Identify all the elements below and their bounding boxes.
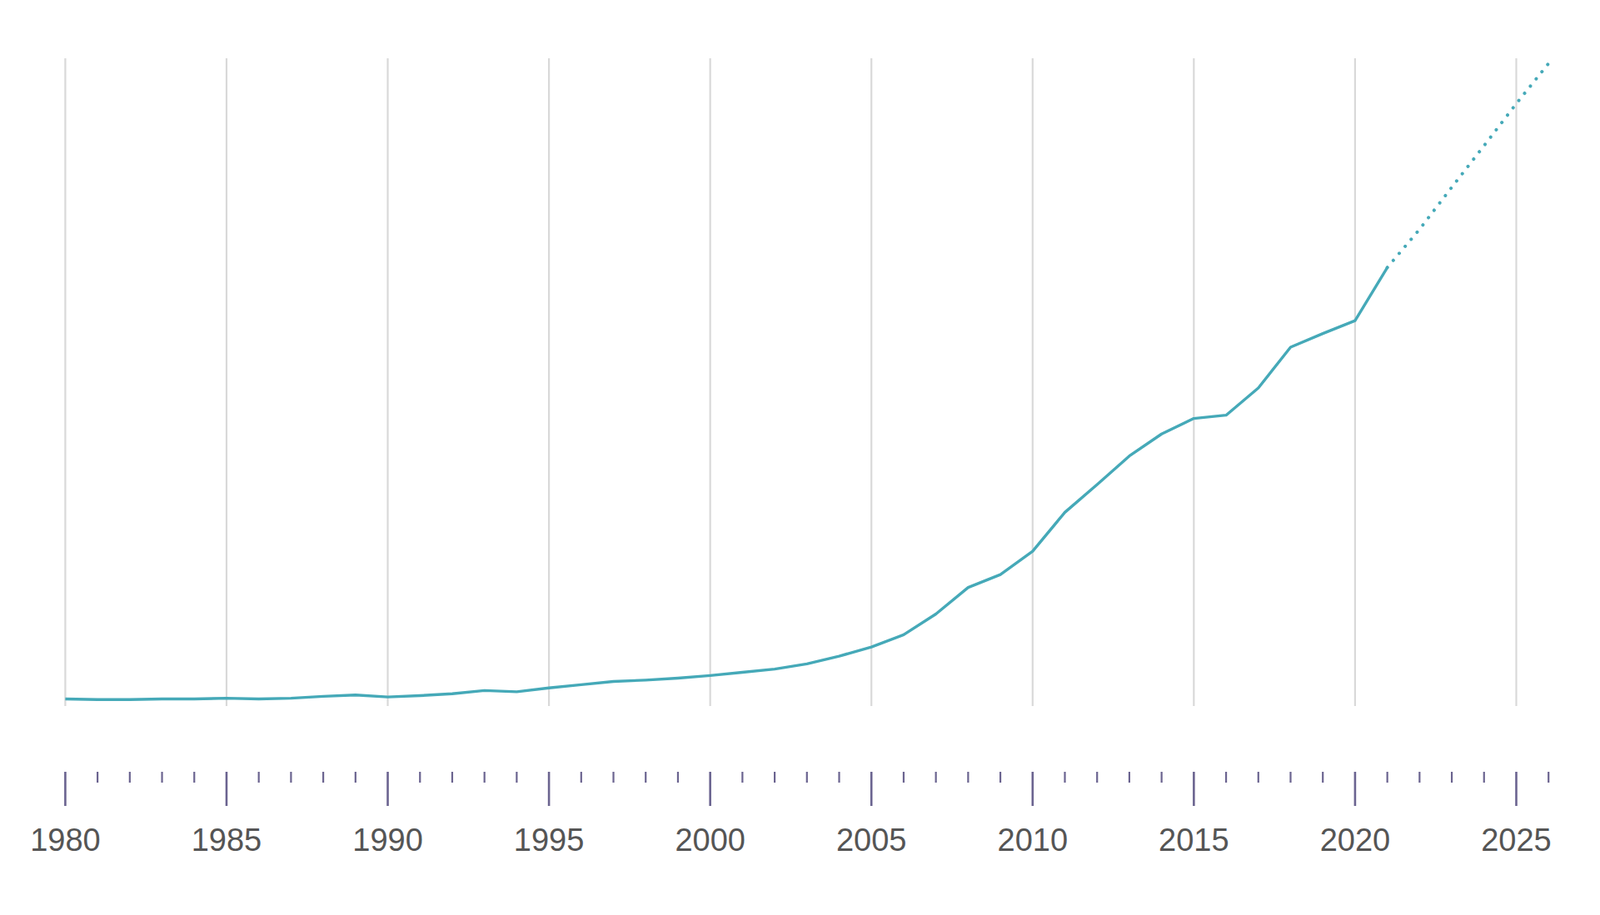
grid-line bbox=[386, 58, 389, 707]
minor-tick bbox=[966, 772, 969, 783]
major-tick bbox=[870, 772, 873, 807]
minor-tick bbox=[483, 772, 486, 783]
grid-line bbox=[64, 58, 66, 707]
minor-tick bbox=[612, 772, 614, 783]
minor-tick bbox=[677, 772, 679, 783]
major-tick bbox=[548, 772, 551, 807]
minor-tick bbox=[322, 772, 324, 783]
minor-tick bbox=[902, 772, 905, 783]
grid-line bbox=[870, 58, 873, 707]
grid-line bbox=[1031, 58, 1034, 707]
minor-tick bbox=[999, 772, 1002, 783]
tick-label: 1980 bbox=[29, 822, 101, 858]
minor-tick bbox=[193, 772, 195, 783]
series-line bbox=[64, 267, 1387, 700]
minor-tick bbox=[1450, 772, 1453, 783]
minor-tick bbox=[129, 772, 131, 783]
tick-label: 2005 bbox=[836, 822, 908, 858]
major-tick bbox=[225, 772, 229, 807]
minor-tick bbox=[1483, 772, 1486, 783]
minor-tick bbox=[773, 772, 776, 783]
minor-tick bbox=[580, 772, 583, 783]
minor-tick bbox=[1096, 772, 1098, 783]
minor-tick bbox=[160, 772, 163, 783]
minor-tick bbox=[1128, 772, 1131, 783]
major-tick bbox=[386, 772, 389, 807]
tick-label: 2025 bbox=[1480, 822, 1552, 858]
tick-label: 2015 bbox=[1158, 822, 1230, 858]
major-tick bbox=[1031, 772, 1034, 807]
minor-tick bbox=[418, 772, 421, 783]
grid-line bbox=[1354, 58, 1356, 707]
minor-tick bbox=[1225, 772, 1227, 783]
grid-line bbox=[1192, 58, 1195, 707]
minor-tick bbox=[258, 772, 260, 783]
minor-tick bbox=[515, 772, 518, 783]
x-axis: 1980 1985 1990 1995 2000 2005 2010 2015 2020 2025 bbox=[29, 772, 1552, 858]
minor-tick bbox=[1547, 772, 1550, 783]
grid-line bbox=[709, 58, 712, 707]
minor-tick bbox=[1161, 772, 1163, 783]
major-tick bbox=[708, 772, 712, 807]
minor-tick bbox=[96, 772, 99, 783]
minor-tick bbox=[806, 772, 808, 783]
major-tick bbox=[1192, 772, 1196, 807]
major-tick bbox=[64, 772, 67, 807]
tick-label: 2000 bbox=[674, 822, 746, 858]
grid-line bbox=[548, 58, 550, 707]
minor-tick bbox=[644, 772, 647, 783]
minor-tick bbox=[741, 772, 743, 783]
tick-label: 2020 bbox=[1320, 822, 1391, 858]
tick-label: 1995 bbox=[513, 822, 585, 858]
minor-tick bbox=[1418, 772, 1421, 783]
plot-area bbox=[64, 63, 1549, 700]
minor-tick bbox=[1386, 772, 1389, 783]
tick-label: 2010 bbox=[997, 822, 1069, 858]
grid-line bbox=[1515, 58, 1517, 707]
minor-tick bbox=[935, 772, 938, 783]
grid bbox=[64, 58, 1516, 707]
series-line bbox=[1387, 63, 1550, 268]
minor-tick bbox=[354, 772, 357, 783]
major-tick bbox=[1354, 772, 1357, 807]
minor-tick bbox=[1063, 772, 1066, 783]
tick-label: 1990 bbox=[352, 822, 424, 858]
minor-tick bbox=[837, 772, 840, 783]
grid-line bbox=[225, 58, 228, 707]
tick-label: 1985 bbox=[191, 822, 263, 858]
minor-tick bbox=[289, 772, 292, 783]
major-tick bbox=[1515, 772, 1518, 807]
minor-tick bbox=[451, 772, 454, 783]
minor-tick bbox=[1321, 772, 1324, 783]
chart: 1980 1985 1990 1995 2000 2005 2010 2015 2020 2025 bbox=[0, 0, 1600, 915]
minor-tick bbox=[1257, 772, 1260, 783]
minor-tick bbox=[1289, 772, 1291, 783]
